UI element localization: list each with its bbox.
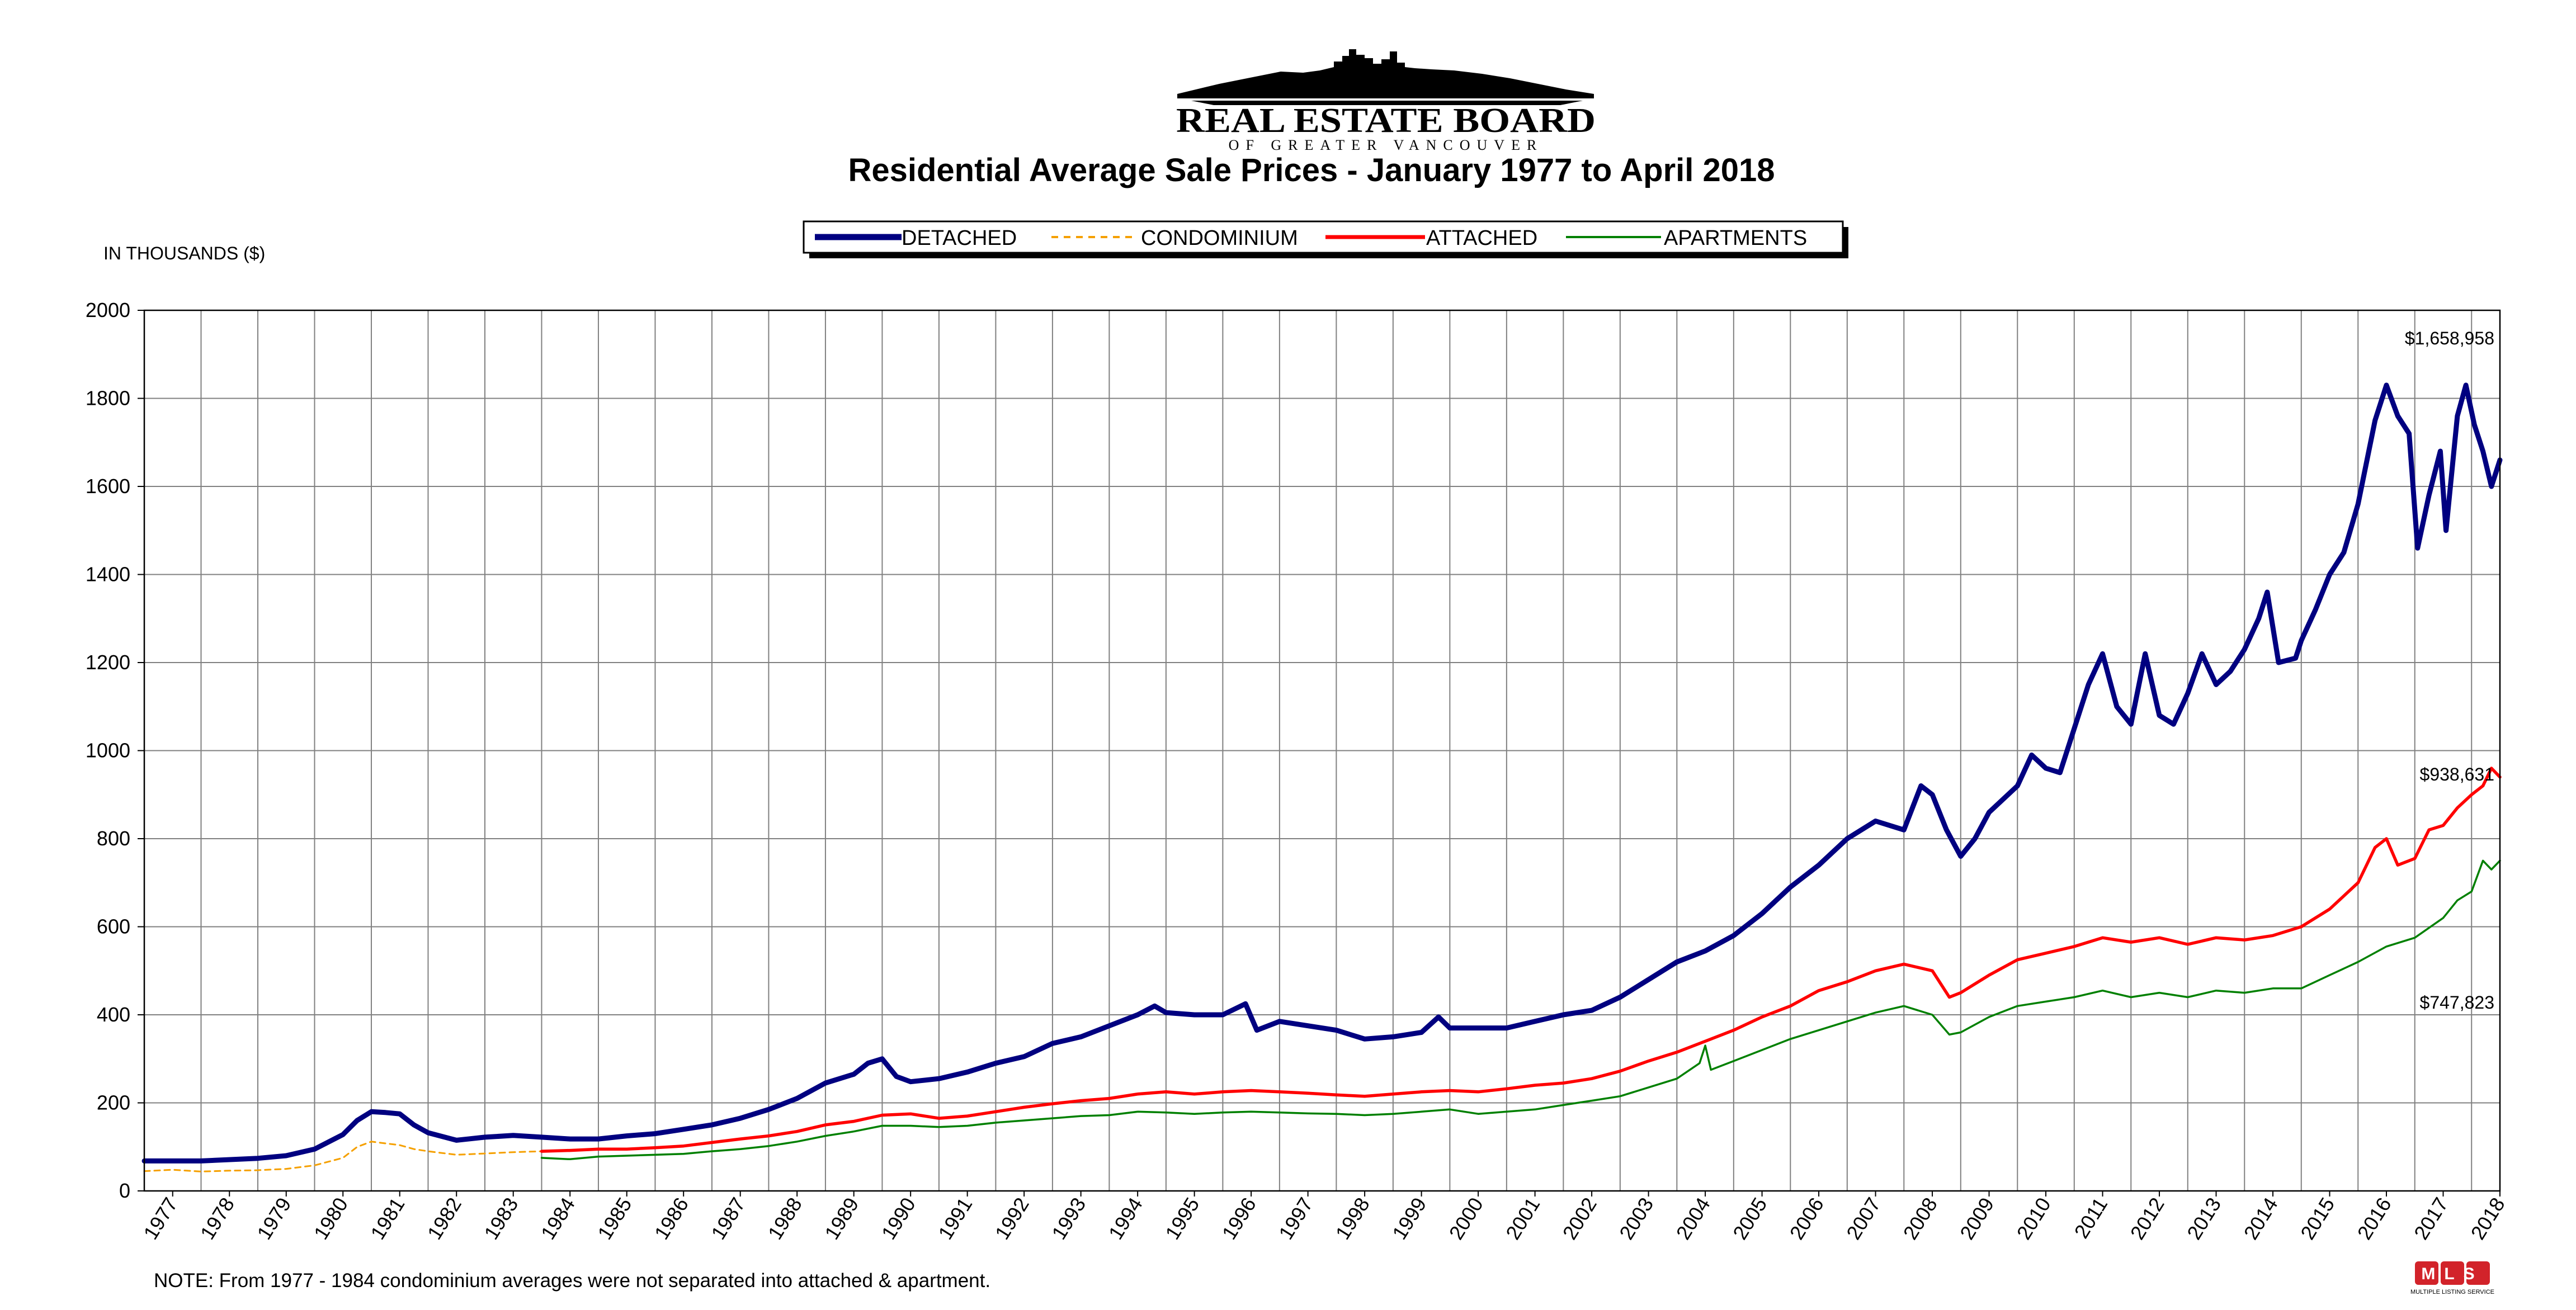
x-tick-label: 1999 xyxy=(1388,1194,1431,1244)
x-tick-label: 2016 xyxy=(2353,1194,2396,1244)
footnote: NOTE: From 1977 - 1984 condominium avera… xyxy=(154,1270,990,1292)
x-tick-label: 2002 xyxy=(1558,1194,1601,1244)
mls-badge-m xyxy=(2415,1261,2438,1285)
brand-logo: REAL ESTATE BOARD OF GREATER VANCOUVER xyxy=(1176,49,1596,153)
x-tick-label: 1982 xyxy=(423,1194,466,1244)
x-tick-label: 1992 xyxy=(990,1194,1034,1244)
x-tick-label: 1977 xyxy=(139,1194,182,1244)
x-tick-label: 1979 xyxy=(252,1194,295,1244)
chart-title: Residential Average Sale Prices - Januar… xyxy=(848,152,1775,188)
x-tick-label: 2013 xyxy=(2182,1194,2225,1244)
mls-badge-caption: MULTIPLE LISTING SERVICE xyxy=(2410,1289,2494,1295)
x-tick-label: 1983 xyxy=(479,1194,522,1244)
x-tick-label: 1986 xyxy=(650,1194,693,1244)
legend-label-detached: DETACHED xyxy=(902,226,1017,250)
y-tick-label: 2000 xyxy=(86,299,130,321)
legend-box xyxy=(803,220,1844,254)
mls-badge-s xyxy=(2466,1261,2490,1285)
series-line-condominium xyxy=(143,1141,542,1172)
y-tick-label: 200 xyxy=(97,1091,130,1114)
x-tick-label: 2014 xyxy=(2239,1194,2282,1244)
x-tick-label: 2015 xyxy=(2296,1194,2339,1244)
x-tick-label: 1997 xyxy=(1274,1194,1317,1244)
grid-layer xyxy=(144,310,2500,1191)
annotation-detached-value: $1,658,958 xyxy=(2405,328,2494,348)
annotation-apartments-value: $747,823 xyxy=(2420,992,2494,1013)
brand-sub: OF GREATER VANCOUVER xyxy=(1229,137,1544,153)
x-tick-label: 1988 xyxy=(763,1194,806,1244)
x-tick-label: 1984 xyxy=(536,1194,579,1244)
y-tick-label: 1400 xyxy=(86,563,130,586)
y-tick-label: 1800 xyxy=(86,387,130,410)
mls-badge-text: MLS xyxy=(2421,1265,2483,1283)
y-tick-label: 1000 xyxy=(86,739,130,762)
annotation-attached-value: $938,631 xyxy=(2420,764,2494,784)
y-tick-label: 400 xyxy=(97,1003,130,1026)
x-tick-label: 2004 xyxy=(1672,1194,1715,1244)
x-tick-label: 2003 xyxy=(1615,1194,1658,1244)
x-tick-label: 1980 xyxy=(309,1194,352,1244)
x-tick-label: 2011 xyxy=(2070,1194,2112,1242)
legend-label-condominium: CONDOMINIUM xyxy=(1141,226,1298,250)
x-tick-label: 1993 xyxy=(1047,1194,1090,1244)
x-tick-label: 2000 xyxy=(1445,1194,1488,1244)
x-tick-label: 2018 xyxy=(2466,1194,2509,1244)
x-tick-label: 2007 xyxy=(1842,1194,1885,1244)
x-tick-label: 2006 xyxy=(1785,1194,1828,1244)
x-tick-label: 1998 xyxy=(1331,1194,1374,1244)
y-tick-label: 1600 xyxy=(86,475,130,498)
x-tick-label: 1978 xyxy=(196,1194,239,1244)
x-tick-label: 2010 xyxy=(2012,1194,2055,1244)
x-tick-label: 1985 xyxy=(593,1194,636,1244)
y-tick-label: 600 xyxy=(97,915,130,938)
x-tick-label: 1991 xyxy=(933,1194,976,1244)
x-tick-label: 2017 xyxy=(2409,1194,2452,1244)
x-tick-label: 2005 xyxy=(1728,1194,1771,1244)
brand-name: REAL ESTATE BOARD xyxy=(1176,102,1596,140)
x-tick-label: 1987 xyxy=(706,1194,749,1244)
x-tick-label: 2009 xyxy=(1955,1194,1998,1244)
x-tick-label: 1990 xyxy=(877,1194,920,1244)
series-line-detached xyxy=(141,382,2503,1164)
series-line-attached xyxy=(540,767,2502,1153)
x-tick-label: 2008 xyxy=(1899,1194,1942,1244)
series-layer xyxy=(141,382,2503,1172)
y-tick-label: 0 xyxy=(119,1179,130,1202)
y-tick-label: 800 xyxy=(97,827,130,850)
y-tick-label: 1200 xyxy=(86,651,130,674)
legend-label-apartments: APARTMENTS xyxy=(1664,226,1807,250)
skyline-silhouette xyxy=(1177,49,1594,98)
x-tick-label: 2001 xyxy=(1501,1194,1544,1244)
legend: DETACHED CONDOMINIUM ATTACHED APARTMENTS xyxy=(803,220,1848,258)
axis-layer: 0 200 400 600 800 1000 1200 1400 1600 1800 2000 197… xyxy=(86,299,2509,1243)
y-axis-label: IN THOUSANDS ($) xyxy=(103,243,265,263)
x-tick-label: 1996 xyxy=(1218,1194,1261,1244)
plot-frame xyxy=(143,309,2501,1192)
x-tick-label: 1994 xyxy=(1104,1194,1147,1244)
x-tick-label: 2012 xyxy=(2126,1194,2169,1244)
series-line-apartments xyxy=(540,859,2501,1161)
skyline-reflection xyxy=(1191,101,1583,105)
x-tick-label: 1981 xyxy=(366,1194,409,1244)
x-tick-label: 1989 xyxy=(820,1194,863,1244)
legend-label-attached: ATTACHED xyxy=(1426,226,1537,250)
mls-badge-l xyxy=(2441,1261,2464,1285)
x-tick-label: 1995 xyxy=(1160,1194,1204,1244)
mls-logo: MLS MULTIPLE LISTING SERVICE xyxy=(2410,1261,2494,1295)
